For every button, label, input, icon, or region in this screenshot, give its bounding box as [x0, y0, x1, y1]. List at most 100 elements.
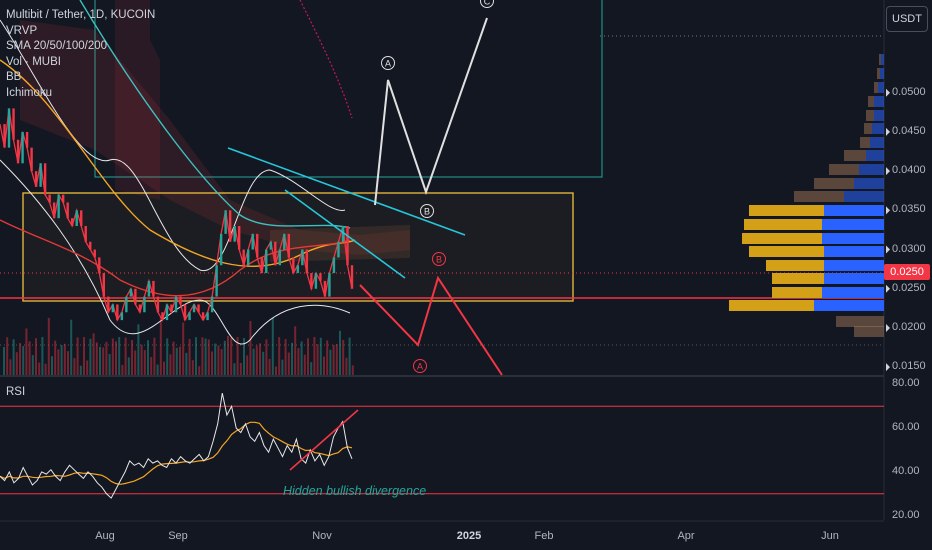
volume-bar: [310, 362, 313, 375]
volume-bar: [73, 358, 76, 375]
volume-bar: [25, 328, 28, 375]
volume-profile-down: [772, 273, 824, 284]
volume-bar: [140, 344, 143, 375]
volume-bar: [60, 345, 63, 375]
volume-profile-up: [814, 300, 884, 311]
volume-bar: [313, 337, 316, 375]
volume-profile-up: [854, 178, 884, 189]
volume-bar: [38, 362, 41, 375]
volume-bar: [67, 351, 69, 375]
volume-profile-up: [881, 54, 884, 65]
price-candle: [7, 108, 11, 148]
volume-profile-down: [772, 287, 822, 298]
volume-profile-up: [824, 273, 884, 284]
indicator-bb[interactable]: BB: [6, 71, 22, 83]
volume-bar: [214, 343, 217, 375]
volume-bar: [246, 355, 249, 375]
price-candle: [39, 163, 42, 187]
currency-button[interactable]: USDT: [886, 6, 928, 32]
price-candle: [165, 304, 169, 321]
rsi-axis-label: 40.00: [892, 464, 920, 477]
price-candle: [210, 296, 214, 313]
price-candle: [242, 249, 245, 266]
price-candle: [310, 273, 313, 289]
volume-bar: [316, 344, 319, 375]
volume-bar: [47, 317, 50, 375]
indicator-vrvp[interactable]: VRVP: [6, 24, 38, 37]
price-candle: [256, 233, 259, 258]
rsi-axis-label: 20.00: [892, 508, 920, 521]
wave-label-b-white-circle: [420, 204, 434, 218]
volume-profile-down: [744, 219, 822, 230]
price-axis-label: 0.0300: [892, 242, 926, 255]
volume-bar: [236, 337, 239, 375]
indicator-sma[interactable]: SMA 20/50/100/200: [6, 40, 108, 52]
bb-lower: [0, 159, 351, 345]
price-candle: [57, 194, 60, 219]
price-candle: [61, 194, 65, 203]
price-candle: [251, 233, 254, 250]
price-candle: [201, 312, 205, 321]
volume-profile-down: [766, 260, 824, 271]
price-candle: [197, 304, 200, 313]
volume-bar: [108, 353, 111, 375]
volume-profile-down: [749, 205, 824, 216]
price-candle: [224, 210, 227, 234]
volume-bar: [172, 341, 175, 375]
price-candle: [129, 288, 133, 297]
volume-bar: [166, 338, 169, 375]
rsi-pane-label[interactable]: RSI: [6, 386, 26, 398]
price-candle: [260, 257, 263, 274]
volume-bar: [182, 322, 185, 375]
volume-bar: [41, 337, 44, 375]
volume-profile-up: [822, 233, 884, 244]
volume-bar: [28, 341, 31, 375]
indicator-ichimoku[interactable]: Ichimoku: [6, 86, 53, 99]
rsi-line: [0, 392, 353, 499]
volume-bar: [217, 345, 220, 375]
volume-profile-up: [822, 219, 884, 230]
time-axis-label: Feb: [534, 530, 554, 542]
indicator-volume[interactable]: Vol · MUBI: [6, 55, 61, 68]
price-candle: [98, 257, 101, 274]
sma-50: [0, 59, 356, 268]
volume-bar: [348, 337, 351, 375]
volume-profile-up: [874, 110, 884, 121]
volume-bar: [19, 343, 21, 375]
time-axis-label: Apr: [677, 530, 695, 542]
volume-bar: [156, 364, 159, 375]
wave-label-b-red: B: [436, 255, 442, 265]
price-candle: [314, 273, 318, 289]
price-candle: [206, 312, 209, 321]
price-candle: [120, 312, 124, 321]
volume-bar: [284, 339, 287, 375]
volume-bar: [191, 360, 194, 375]
volume-bar: [227, 335, 229, 375]
volume-profile-up: [824, 260, 884, 271]
target-box: [94, 0, 603, 178]
time-axis-label: Aug: [95, 530, 115, 542]
volume-bar: [223, 340, 226, 375]
price-candle: [75, 210, 78, 227]
volume-profile-down: [836, 316, 884, 327]
volume-bar: [6, 337, 9, 375]
volume-profile-up: [866, 150, 884, 161]
volume-bar: [207, 339, 210, 375]
price-candle: [174, 296, 178, 313]
price-candle: [156, 296, 160, 313]
volume-bar: [95, 342, 98, 375]
volume-bar: [131, 340, 133, 375]
volume-profile-down: [879, 54, 881, 65]
volume-bar: [147, 340, 149, 375]
price-candle: [80, 210, 83, 227]
symbol-title[interactable]: Multibit / Tether, 1D, KUCOIN: [6, 9, 156, 21]
volume-bar: [143, 350, 146, 375]
sma-200: [299, 0, 353, 119]
volume-bar: [252, 348, 255, 375]
price-axis-label: 0.0500: [892, 85, 926, 98]
price-tick-marker: [886, 245, 890, 254]
volume-bar: [102, 347, 105, 375]
price-candle: [84, 226, 87, 242]
price-candle: [102, 273, 105, 297]
